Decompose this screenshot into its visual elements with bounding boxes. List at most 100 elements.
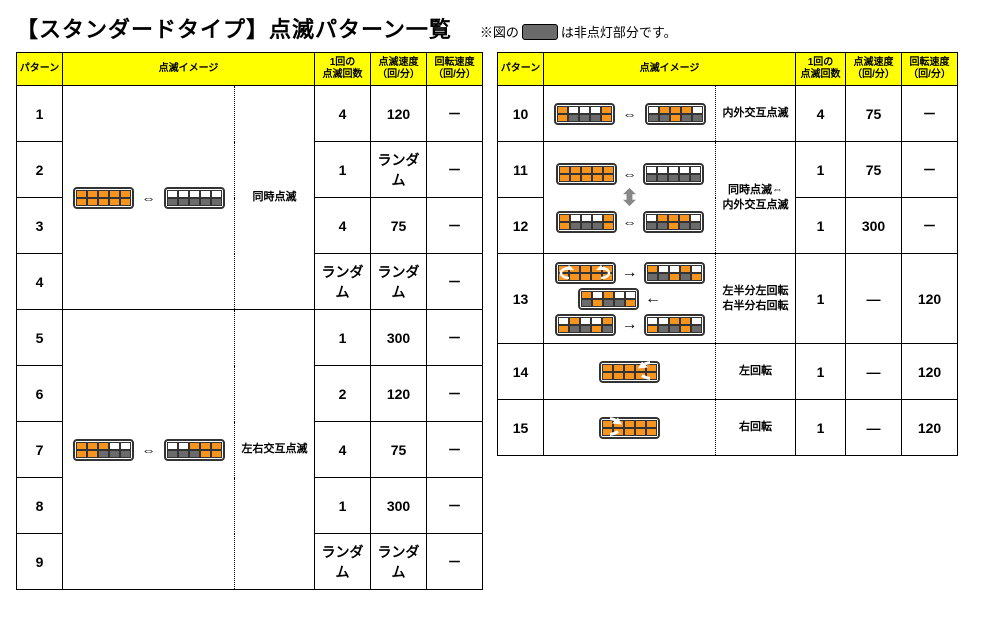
blink-speed: 120	[371, 366, 427, 422]
note-suffix: は非点灯部分です。	[561, 22, 677, 41]
rot-speed: －	[427, 86, 483, 142]
blink-count: 4	[315, 86, 371, 142]
pattern-number: 5	[17, 310, 63, 366]
blink-speed: 75	[371, 422, 427, 478]
col-count: 1回の点滅回数	[315, 53, 371, 86]
led-module-icon	[556, 211, 617, 233]
table-row: 15 右回転1―120	[498, 400, 958, 456]
pattern-table-right: パターン 点滅イメージ 1回の点滅回数 点滅速度（回/分） 回転速度（回/分） …	[497, 52, 958, 456]
table-row: 5⇔左右交互点滅1300－	[17, 310, 483, 366]
pattern-number: 4	[17, 254, 63, 310]
rotate-arrow-icon	[610, 357, 650, 383]
blink-speed: ―	[846, 400, 902, 456]
blink-count: 4	[796, 86, 846, 142]
left-arrow-icon: ←	[645, 290, 661, 308]
blink-count: 1	[315, 142, 371, 198]
rot-speed: －	[427, 198, 483, 254]
pattern-image: ⇔	[544, 86, 716, 142]
note-prefix: ※図の	[480, 22, 519, 41]
page: 【スタンダードタイプ】点滅パターン一覧 ※図の は非点灯部分です。 パターン 点…	[0, 0, 1000, 642]
pattern-image	[544, 344, 716, 400]
blink-count: 4	[315, 198, 371, 254]
blink-speed: 300	[371, 310, 427, 366]
pattern-label: 右回転	[716, 400, 796, 456]
blink-speed: ランダム	[371, 534, 427, 590]
pattern-number: 14	[498, 344, 544, 400]
double-arrow-icon: ⇔	[142, 190, 156, 206]
col-blink-speed: 点滅速度（回/分）	[371, 53, 427, 86]
blink-speed: 75	[846, 86, 902, 142]
col-count: 1回の点滅回数	[796, 53, 846, 86]
col-rot-speed: 回転速度（回/分）	[902, 53, 958, 86]
pattern-number: 8	[17, 478, 63, 534]
pattern-number: 11	[498, 142, 544, 198]
blink-count: ランダム	[315, 254, 371, 310]
pattern-label: 内外交互点滅	[716, 86, 796, 142]
blink-speed: 75	[371, 198, 427, 254]
blink-count: 2	[315, 366, 371, 422]
off-swatch-icon	[522, 24, 558, 40]
pattern-image	[544, 400, 716, 456]
title-row: 【スタンダードタイプ】点滅パターン一覧 ※図の は非点灯部分です。	[16, 12, 984, 44]
pattern-image: ⇔	[63, 310, 235, 590]
double-arrow-icon: ⇔	[623, 214, 637, 230]
led-module-icon	[643, 211, 704, 233]
pattern-image: ⇔ ⬍ ⇔	[544, 142, 716, 254]
rot-speed: －	[902, 198, 958, 254]
rot-speed: 120	[902, 254, 958, 344]
table-row: 1⇔同時点滅4120－	[17, 86, 483, 142]
pattern-number: 10	[498, 86, 544, 142]
led-module-icon	[164, 187, 225, 209]
right-arrow-icon: →	[622, 316, 638, 334]
blink-speed: ランダム	[371, 142, 427, 198]
pattern-number: 15	[498, 400, 544, 456]
pattern-number: 9	[17, 534, 63, 590]
legend-note: ※図の は非点灯部分です。	[480, 22, 677, 41]
blink-count: 1	[315, 478, 371, 534]
pattern-label: 同時点滅	[235, 86, 315, 310]
blink-count: 1	[796, 142, 846, 198]
pattern-label: 左半分左回転右半分右回転	[716, 254, 796, 344]
blink-count: 1	[796, 254, 846, 344]
blink-speed: ―	[846, 344, 902, 400]
double-arrow-icon: ⇔	[142, 442, 156, 458]
pattern-label: 左右交互点滅	[235, 310, 315, 590]
pattern-number: 6	[17, 366, 63, 422]
right-arrow-icon: →	[622, 264, 638, 282]
col-image: 点滅イメージ	[544, 53, 796, 86]
rot-speed: －	[427, 142, 483, 198]
led-module-icon	[554, 103, 615, 125]
col-blink-speed: 点滅速度（回/分）	[846, 53, 902, 86]
rot-speed: －	[427, 366, 483, 422]
pattern-number: 13	[498, 254, 544, 344]
rot-speed: 120	[902, 344, 958, 400]
pattern-number: 3	[17, 198, 63, 254]
led-module-icon	[556, 163, 617, 185]
pattern-number: 1	[17, 86, 63, 142]
blink-speed: 300	[846, 198, 902, 254]
col-image: 点滅イメージ	[63, 53, 315, 86]
rot-speed: －	[902, 86, 958, 142]
led-module-icon	[644, 314, 705, 336]
pattern-number: 2	[17, 142, 63, 198]
blink-count: 4	[315, 422, 371, 478]
up-down-arrow-icon: ⬍	[620, 187, 638, 209]
double-arrow-icon: ⇔	[623, 166, 637, 182]
page-title: 【スタンダードタイプ】点滅パターン一覧	[16, 12, 452, 44]
pattern-image: ⇔	[63, 86, 235, 310]
pattern-number: 12	[498, 198, 544, 254]
pattern-label: 左回転	[716, 344, 796, 400]
rotate-arrow-icon	[610, 413, 650, 439]
rot-speed: －	[427, 254, 483, 310]
table-row: 14 左回転1―120	[498, 344, 958, 400]
pattern-number: 7	[17, 422, 63, 478]
rotate-split-icon	[557, 262, 613, 284]
blink-count: 1	[796, 344, 846, 400]
led-module-icon	[73, 187, 134, 209]
rot-speed: －	[902, 142, 958, 198]
blink-speed: 75	[846, 142, 902, 198]
blink-speed: ―	[846, 254, 902, 344]
blink-count: ランダム	[315, 534, 371, 590]
led-module-icon	[578, 288, 639, 310]
pattern-image: → ← →	[544, 254, 716, 344]
